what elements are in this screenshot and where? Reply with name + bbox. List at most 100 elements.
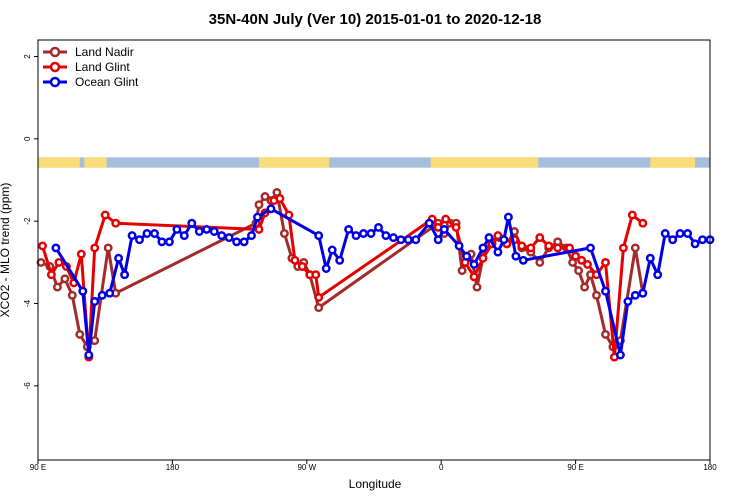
data-point [690,239,700,249]
data-point [127,231,137,241]
data-point [396,235,406,245]
data-point [51,243,61,253]
data-point [601,286,610,296]
data-point [314,292,324,302]
data-point [403,235,413,245]
data-point [645,253,655,263]
series-ocean-glint [51,204,715,360]
data-point [232,237,242,247]
y-tick-label: 0 [23,136,32,141]
data-point [327,245,337,255]
data-point [187,218,197,228]
data-point [254,200,264,210]
data-point [150,229,159,238]
legend-swatch-marker [49,46,61,58]
data-point [321,264,331,273]
data-point [627,210,637,220]
data-point [592,290,601,300]
data-point [493,247,503,257]
data-point [75,329,85,339]
legend-label: Ocean Glint [75,75,139,89]
data-point [46,270,56,280]
data-point [290,255,300,265]
y-tick-label: -6 [23,382,32,390]
data-point [535,257,545,267]
legend-label: Land Nadir [75,45,134,59]
data-point [615,350,625,360]
data-point [202,224,212,234]
data-point [60,274,70,284]
data-point [254,224,264,234]
data-point [630,243,640,253]
data-point [100,210,110,220]
data-point [441,214,451,224]
data-point [601,257,610,267]
legend-swatch-marker [49,76,61,88]
data-point [311,270,321,280]
data-point [439,224,449,234]
data-point [253,212,262,222]
data-point [335,255,345,265]
data-point [217,231,227,241]
data-point [359,229,368,238]
data-point [660,229,670,238]
data-point [239,237,249,247]
data-point [97,290,107,300]
series-land-nadir [36,187,648,352]
data-point [630,290,640,300]
land-segment [650,157,696,168]
data-point [164,237,174,247]
data-point [668,235,678,245]
data-point [314,303,324,313]
y-tick-label: 2 [23,54,32,59]
data-point [454,241,464,251]
data-point [535,233,545,243]
data-point [553,243,563,253]
land-segment [84,157,107,168]
data-point [120,270,130,280]
data-point [526,243,536,253]
data-point [381,231,391,241]
data-point [499,235,509,245]
legend-item: Land Glint [43,60,130,74]
land-segment [38,157,80,168]
data-point [179,231,189,241]
data-point [503,212,513,222]
data-point [469,259,479,269]
data-point [142,229,152,238]
data-point [469,272,479,282]
data-point [493,231,503,241]
data-point [484,233,494,243]
data-point [135,235,144,245]
data-point [462,251,472,261]
data-point [366,229,376,238]
data-point [638,218,648,228]
data-point [457,266,467,276]
data-point [36,257,46,267]
data-point [157,237,167,247]
data-point [586,243,595,253]
land-segment [430,157,539,168]
data-point [351,231,361,241]
legend-label: Land Glint [75,60,130,74]
data-point [653,270,663,280]
data-point [194,227,204,236]
series-line [40,190,645,349]
data-point [618,243,628,253]
series-land-glint [38,194,648,362]
data-point [54,257,64,267]
data-point [67,290,77,300]
data-point [275,194,285,203]
legend-item: Ocean Glint [43,75,139,89]
data-point [411,235,421,245]
x-tick-label: 90 E [567,463,583,472]
series-line [41,197,644,359]
x-tick-label: 180 [166,463,180,472]
data-point [583,259,592,269]
land-segment [259,157,330,168]
data-point [571,251,581,261]
data-point [544,241,554,251]
data-point [38,241,47,251]
